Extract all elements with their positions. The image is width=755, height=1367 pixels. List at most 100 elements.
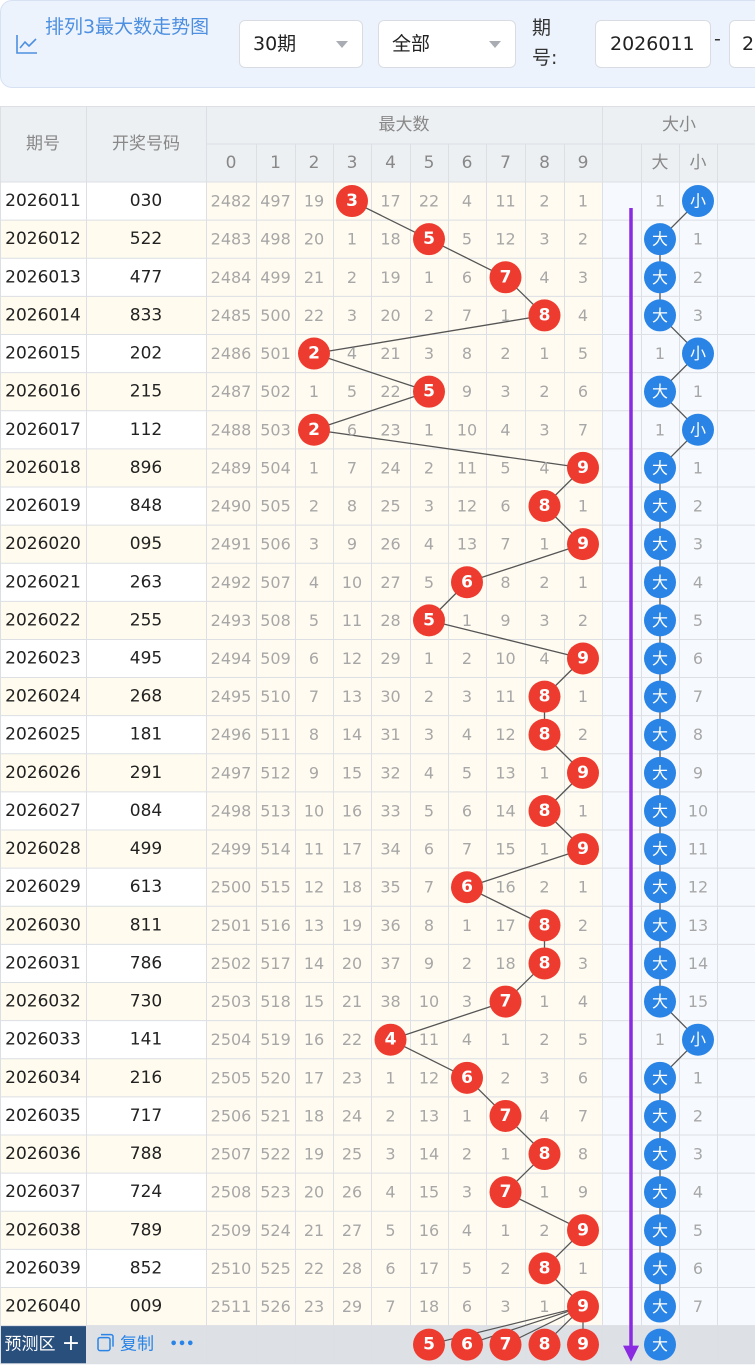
type-select[interactable]: 全部 [378,20,516,68]
size-ball-label: 大 [652,840,668,859]
miss-count: 5 [385,1221,395,1240]
more-button[interactable]: ••• [170,1337,195,1352]
miss-count: 2507 [211,1145,252,1164]
type-select-value: 全部 [392,33,431,55]
miss-count: 6 [309,649,319,668]
predict-size-label: 大 [652,1335,668,1354]
size-ball-label: 大 [652,801,668,820]
predict-size-ball [644,1328,676,1361]
issue-cell: 2026036 [5,1144,81,1164]
issue-cell: 2026024 [5,687,81,707]
row-digit-bg [206,448,602,487]
miss-count: 524 [260,1221,291,1240]
issue-cell: 2026031 [5,953,81,973]
miss-count: 1 [347,230,357,249]
size-ball-label: 大 [652,1221,668,1240]
period-select[interactable]: 30期 [239,20,363,68]
miss-count: 17 [304,1068,324,1087]
miss-count: 7 [347,458,357,477]
miss-count: 2508 [211,1183,252,1202]
miss-count: 2505 [211,1068,252,1087]
size-miss-count: 1 [655,192,665,211]
miss-count: 515 [260,878,291,897]
toolbar: 排列3最大数走势图 30期 全部 期号: 2026011 - 2026040 [0,0,755,88]
winning-number: 811 [130,915,162,935]
issue-cell: 2026022 [5,610,81,630]
winning-number: 613 [130,877,162,897]
size-ball [644,985,676,1018]
row-size-bg [602,1058,755,1097]
size-miss-count: 1 [693,458,703,477]
row-digit-bg [206,372,602,411]
miss-count: 2 [462,649,472,668]
miss-count: 21 [380,344,400,363]
miss-count: 12 [342,649,362,668]
miss-count: 2482 [211,192,252,211]
max-trend-line [428,619,584,660]
size-miss-count: 5 [693,1221,703,1240]
predict-add-button[interactable]: + [62,1331,80,1356]
predict-ball-label: 9 [577,1335,589,1355]
winning-number: 522 [130,229,162,249]
issue-cell: 2026032 [5,992,81,1012]
copy-button[interactable]: 复制 [120,1335,154,1355]
size-miss-count: 1 [655,344,665,363]
issue-from-input[interactable]: 2026011 [595,20,711,68]
miss-count: 2 [578,230,588,249]
miss-count: 2509 [211,1221,252,1240]
miss-count: 8 [500,573,510,592]
max-ball-label: 8 [539,953,551,973]
miss-count: 2 [424,306,434,325]
miss-count: 3 [578,268,588,287]
miss-count: 2 [539,878,549,897]
size-ball-label: 大 [652,649,668,668]
issue-to-input[interactable]: 2026040 [729,20,755,68]
row-size-bg [602,830,755,869]
row-digit-bg [206,830,602,869]
max-ball [528,299,561,332]
row-digit-bg [206,258,602,297]
predict-ball-label: 8 [539,1335,551,1355]
miss-count: 1 [500,1030,510,1049]
row-size-bg [602,296,755,335]
miss-count: 2 [462,1145,472,1164]
miss-count: 3 [347,306,357,325]
max-ball [567,1290,599,1323]
max-ball [567,642,599,675]
row-digit-bg [206,868,602,907]
size-ball [644,1290,676,1323]
miss-count: 4 [578,306,588,325]
max-trend-line [466,848,584,888]
size-miss-count: 4 [693,573,703,592]
miss-count: 6 [578,1068,588,1087]
issue-cell: 2026037 [5,1182,81,1202]
issue-cell: 2026017 [5,420,81,440]
miss-count: 4 [309,573,319,592]
miss-count: 6 [385,1259,395,1278]
miss-count: 4 [424,535,434,554]
miss-count: 2 [462,954,472,973]
row-digit-bg [206,1096,602,1135]
size-ball [682,413,714,446]
winning-number: 255 [130,610,162,630]
size-ball [644,756,676,789]
miss-count: 2 [578,611,588,630]
miss-count: 36 [380,916,400,935]
miss-count: 499 [260,268,291,287]
miss-count: 15 [304,992,324,1011]
issue-cell: 2026015 [5,344,81,364]
miss-count: 10 [419,992,439,1011]
miss-count: 18 [304,1106,324,1125]
max-ball [567,756,599,789]
miss-count: 18 [419,1297,439,1316]
miss-count: 1 [578,687,588,706]
miss-count: 2 [578,916,588,935]
miss-count: 2503 [211,992,252,1011]
winning-number: 263 [130,572,162,592]
max-ball-label: 9 [577,1220,589,1240]
header-size: 大小 [662,115,696,135]
issue-cell: 2026035 [5,1106,81,1126]
miss-count: 5 [462,1259,472,1278]
issue-cell: 2026019 [5,496,81,516]
header-digit: 4 [385,153,396,173]
